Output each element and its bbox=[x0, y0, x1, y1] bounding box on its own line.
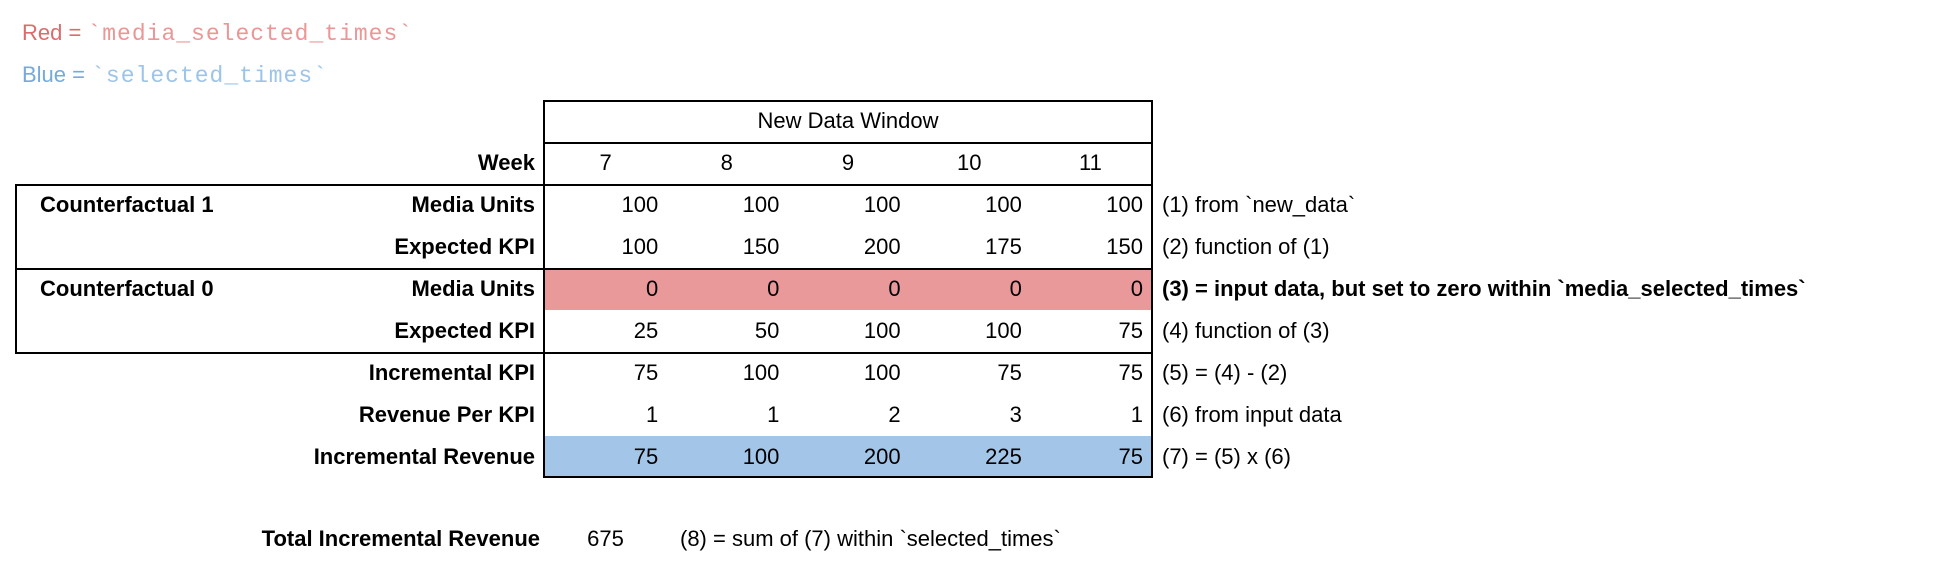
cell: 200 bbox=[863, 444, 901, 469]
cell: 100 bbox=[621, 192, 659, 217]
cell: 175 bbox=[985, 234, 1022, 259]
cell: 50 bbox=[754, 318, 780, 343]
grid-line-below-week-row bbox=[15, 184, 1153, 186]
week-row-label: Week bbox=[477, 150, 535, 175]
new-data-window-label: New Data Window bbox=[757, 108, 939, 133]
week-number: 10 bbox=[956, 150, 982, 175]
new-data-window-header: New Data Window bbox=[545, 100, 1151, 142]
cell: 0 bbox=[645, 276, 659, 301]
row-incremental-kpi: 75 100 100 75 75 bbox=[545, 352, 1151, 394]
table-left-border bbox=[543, 100, 545, 478]
legend-red-name: Red bbox=[22, 20, 63, 45]
cell: 150 bbox=[1106, 234, 1144, 259]
week-number: 11 bbox=[1078, 150, 1102, 175]
legend-blue-line: Blue = `selected_times` bbox=[22, 54, 413, 96]
blue-highlight-selected-times bbox=[545, 436, 1151, 476]
legend: Red = `media_selected_times` Blue = `sel… bbox=[22, 12, 413, 96]
cell: 75 bbox=[1118, 360, 1144, 385]
annotation-1: (1) from `new_data` bbox=[1162, 192, 1356, 217]
cell: 100 bbox=[863, 318, 901, 343]
cell: 100 bbox=[621, 234, 659, 259]
cell: 100 bbox=[863, 360, 901, 385]
week-number: 7 bbox=[599, 150, 612, 175]
legend-red-code: `media_selected_times` bbox=[87, 21, 414, 47]
row-label-incremental-kpi: Incremental KPI bbox=[368, 360, 535, 385]
table-right-border bbox=[1151, 100, 1153, 478]
row-incremental-revenue: 75 100 200 225 75 bbox=[545, 436, 1151, 478]
cell: 0 bbox=[1009, 276, 1022, 301]
cell: 75 bbox=[1118, 318, 1144, 343]
grid-line-below-counterfactual-0 bbox=[15, 352, 1153, 354]
annotation-8: (8) = sum of (7) within `selected_times` bbox=[680, 526, 1061, 551]
legend-blue-name: Blue bbox=[22, 62, 67, 87]
group-label-counterfactual-1: Counterfactual 1 bbox=[40, 192, 214, 217]
cell: 150 bbox=[742, 234, 780, 259]
week-number: 8 bbox=[720, 150, 733, 175]
annotation-6: (6) from input data bbox=[1162, 402, 1342, 427]
cell: 2 bbox=[888, 402, 901, 427]
cell: 100 bbox=[742, 192, 780, 217]
cell: 100 bbox=[1106, 192, 1144, 217]
annotation-5: (5) = (4) - (2) bbox=[1162, 360, 1288, 385]
row-label-media-units-c0: Media Units bbox=[411, 276, 535, 301]
cell: 1 bbox=[1130, 402, 1144, 427]
annotation-7: (7) = (5) x (6) bbox=[1162, 444, 1291, 469]
red-highlight-media-selected-times bbox=[545, 270, 1151, 310]
legend-red-line: Red = `media_selected_times` bbox=[22, 12, 413, 54]
cell: 0 bbox=[888, 276, 901, 301]
row-media-units-c0: 0 0 0 0 0 bbox=[545, 268, 1151, 310]
row-expected-kpi-c1: 100 150 200 175 150 bbox=[545, 226, 1151, 268]
cell: 0 bbox=[767, 276, 780, 301]
total-incremental-revenue-label: Total Incremental Revenue bbox=[261, 526, 540, 551]
row-label-expected-kpi-c0: Expected KPI bbox=[394, 318, 535, 343]
cell: 1 bbox=[645, 402, 659, 427]
row-expected-kpi-c0: 25 50 100 100 75 bbox=[545, 310, 1151, 352]
legend-red-equals: = bbox=[62, 20, 88, 45]
cell: 0 bbox=[1130, 276, 1144, 301]
cell: 75 bbox=[1118, 444, 1144, 469]
total-incremental-revenue-value: 675 bbox=[587, 526, 624, 551]
cell: 75 bbox=[633, 360, 659, 385]
group-box-left-border bbox=[15, 184, 17, 354]
cell: 25 bbox=[633, 318, 659, 343]
annotation-4: (4) function of (3) bbox=[1162, 318, 1330, 343]
cell: 100 bbox=[985, 318, 1022, 343]
row-label-expected-kpi-c1: Expected KPI bbox=[394, 234, 535, 259]
row-label-media-units-c1: Media Units bbox=[411, 192, 535, 217]
cell: 200 bbox=[863, 234, 901, 259]
row-label-revenue-per-kpi: Revenue Per KPI bbox=[358, 402, 535, 427]
cell: 1 bbox=[767, 402, 780, 427]
grid-line-bottom bbox=[543, 476, 1153, 478]
cell: 75 bbox=[633, 444, 659, 469]
annotation-2: (2) function of (1) bbox=[1162, 234, 1330, 259]
annotation-3: (3) = input data, but set to zero within… bbox=[1162, 276, 1806, 301]
legend-blue-equals: = bbox=[66, 62, 92, 87]
week-row: 7 8 9 10 11 bbox=[545, 142, 1151, 184]
cell: 100 bbox=[742, 360, 780, 385]
cell: 75 bbox=[997, 360, 1022, 385]
week-number: 9 bbox=[841, 150, 855, 175]
cell: 100 bbox=[742, 444, 780, 469]
row-revenue-per-kpi: 1 1 2 3 1 bbox=[545, 394, 1151, 436]
group-label-counterfactual-0: Counterfactual 0 bbox=[40, 276, 214, 301]
cell: 100 bbox=[863, 192, 901, 217]
cell: 100 bbox=[985, 192, 1022, 217]
cell: 225 bbox=[985, 444, 1022, 469]
legend-blue-code: `selected_times` bbox=[91, 63, 328, 89]
grid-line-below-window-header bbox=[543, 142, 1153, 144]
grid-line-between-counterfactuals bbox=[15, 268, 1153, 270]
row-label-incremental-revenue: Incremental Revenue bbox=[313, 444, 535, 469]
row-media-units-c1: 100 100 100 100 100 bbox=[545, 184, 1151, 226]
grid-line-top bbox=[543, 100, 1153, 102]
cell: 3 bbox=[1009, 402, 1022, 427]
